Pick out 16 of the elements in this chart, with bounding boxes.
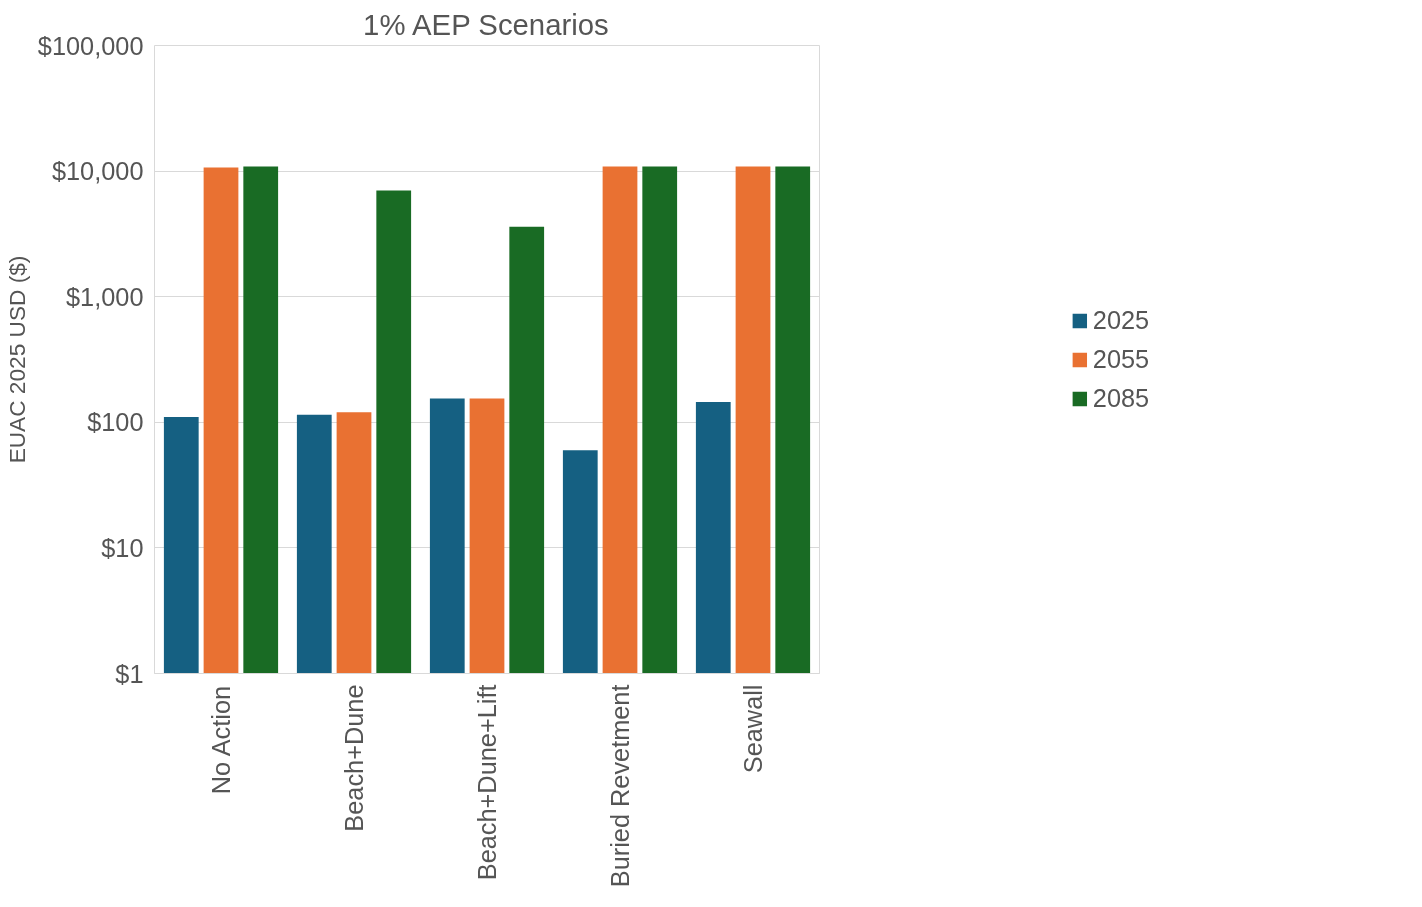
x-tick-label: Beach+Dune+Lift [473, 684, 501, 881]
y-tick-label: $10,000 [51, 157, 144, 186]
legend-label: 2025 [1092, 305, 1150, 335]
x-tick-label: No Action [207, 685, 235, 795]
y-tick-label: $1,000 [66, 282, 144, 311]
y-tick-label: $100 [87, 408, 144, 437]
legend-label: 2085 [1092, 383, 1150, 413]
y-axis-title: EUAC 2025 USD ($) [3, 255, 30, 464]
y-tick-label: $1 [115, 659, 144, 688]
y-tick-label: $100,000 [37, 31, 144, 60]
x-tick-label: Seawall [739, 684, 767, 774]
y-tick-label: $10 [101, 533, 144, 562]
x-tick-label: Buried Revetment [606, 684, 634, 888]
x-tick-label: Beach+Dune [340, 684, 368, 832]
legend-label: 2055 [1092, 344, 1150, 374]
chart-title: 1% AEP Scenarios [363, 7, 609, 41]
